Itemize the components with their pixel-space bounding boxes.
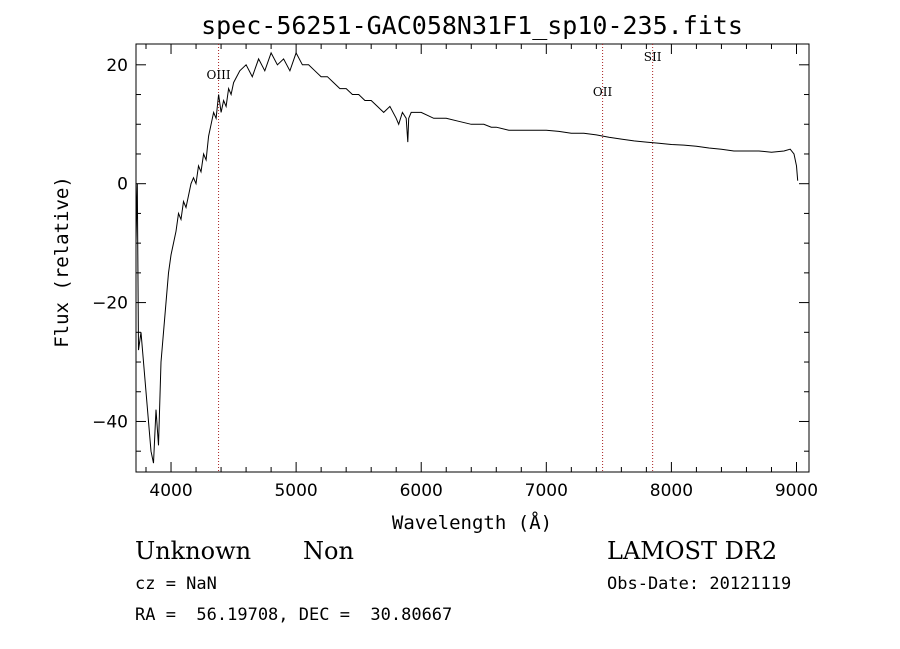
survey-label: LAMOST DR2 [607, 537, 777, 565]
y-axis-label: Flux (relative) [51, 176, 73, 348]
subclass-label: Non [303, 537, 354, 565]
line-markers: OIII OII SII [207, 44, 662, 472]
y-tick-label: 0 [117, 175, 128, 195]
obs-date-text: Obs-Date: 20121119 [607, 574, 791, 594]
chart-title: spec-56251-GAC058N31F1_sp10-235.fits [201, 11, 743, 40]
x-tick-label: 5000 [274, 481, 317, 501]
y-tick-label: −40 [92, 412, 128, 432]
y-axis-ticks: −40 −20 0 20 [92, 56, 809, 452]
marker-label: OII [593, 85, 613, 99]
x-tick-label: 8000 [650, 481, 693, 501]
x-tick-label: 9000 [775, 481, 818, 501]
x-tick-label: 7000 [525, 481, 568, 501]
x-tick-label: 4000 [149, 481, 192, 501]
radec-text: RA = 56.19708, DEC = 30.80667 [135, 605, 452, 625]
plot-frame [135, 43, 810, 473]
marker-label: SII [644, 50, 662, 64]
spectrum-line [135, 51, 799, 464]
x-axis-label: Wavelength (Å) [392, 511, 552, 534]
x-tick-label: 6000 [400, 481, 443, 501]
y-tick-label: −20 [92, 294, 128, 314]
marker-label: OIII [207, 68, 231, 82]
y-tick-label: 20 [106, 56, 128, 76]
x-axis-ticks: 4000 5000 6000 7000 8000 9000 [145, 44, 818, 501]
cz-text: cz = NaN [135, 574, 217, 594]
class-label: Unknown [135, 537, 251, 565]
